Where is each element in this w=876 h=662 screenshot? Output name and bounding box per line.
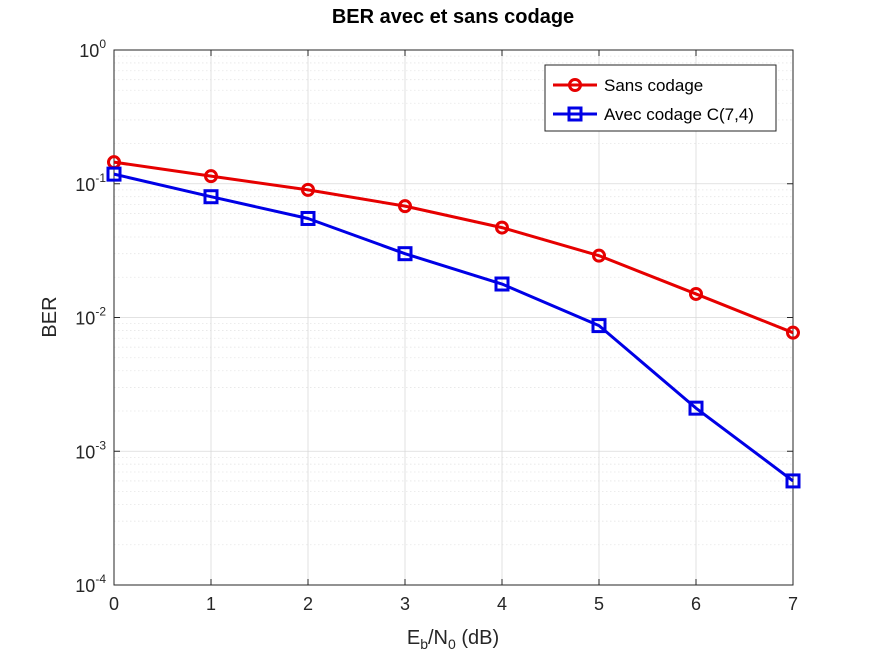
series-line bbox=[113, 172, 794, 483]
y-tick-label: 10-4 bbox=[75, 572, 106, 596]
y-tick-label-base: 10 bbox=[75, 175, 95, 195]
chart-title: BER avec et sans codage bbox=[332, 6, 574, 28]
legend-label-sans-codage: Sans codage bbox=[604, 76, 703, 95]
x-tick-label: 4 bbox=[497, 594, 507, 614]
x-tick-label: 6 bbox=[691, 594, 701, 614]
y-tick-label: 10-1 bbox=[75, 171, 106, 195]
x-tick-label: 1 bbox=[206, 594, 216, 614]
series-avec-codage bbox=[106, 166, 801, 489]
y-tick-label-exponent: -4 bbox=[95, 572, 106, 586]
y-tick-label-exponent: -1 bbox=[95, 171, 106, 185]
legend: Sans codage Avec codage C(7,4) bbox=[544, 64, 777, 132]
series-line bbox=[113, 160, 794, 335]
data-point-square bbox=[591, 318, 607, 334]
x-tick-label: 5 bbox=[594, 594, 604, 614]
x-axis-label-mid: /N bbox=[428, 627, 448, 649]
x-tick-label: 2 bbox=[303, 594, 313, 614]
x-axis-label-base: E bbox=[407, 627, 420, 649]
y-tick-label: 100 bbox=[79, 37, 106, 61]
x-axis-label-sub-0: 0 bbox=[448, 636, 456, 652]
y-axis-label: BER bbox=[39, 296, 61, 337]
data-point-circle bbox=[786, 325, 800, 340]
y-tick-label: 10-3 bbox=[75, 438, 106, 462]
data-point-square bbox=[785, 473, 801, 489]
grid bbox=[113, 49, 794, 586]
legend-box bbox=[544, 64, 777, 132]
y-tick-label-exponent: -2 bbox=[95, 305, 106, 319]
data-point-square bbox=[203, 189, 219, 205]
y-tick-label-base: 10 bbox=[75, 309, 95, 329]
data-point-circle bbox=[495, 220, 509, 235]
data-point-square bbox=[397, 246, 413, 262]
y-tick-label-base: 10 bbox=[75, 442, 95, 462]
series-sans-codage bbox=[107, 155, 800, 340]
x-tick-label: 3 bbox=[400, 594, 410, 614]
x-tick-label: 7 bbox=[788, 594, 798, 614]
data-point-square bbox=[494, 276, 510, 292]
x-axis-label-tail: (dB) bbox=[456, 627, 499, 649]
data-point-circle bbox=[398, 199, 412, 214]
legend-entry-sans-codage: Sans codage bbox=[553, 76, 703, 95]
data-point-circle bbox=[592, 248, 606, 263]
data-point-square bbox=[106, 166, 122, 182]
data-point-circle bbox=[301, 182, 315, 197]
legend-entry-avec-codage: Avec codage C(7,4) bbox=[553, 105, 754, 124]
data-point-square bbox=[688, 400, 704, 416]
legend-label-avec-codage: Avec codage C(7,4) bbox=[604, 105, 754, 124]
legend-marker-square bbox=[567, 106, 583, 122]
legend-marker-circle bbox=[568, 78, 582, 92]
y-tick-label-exponent: -3 bbox=[95, 438, 106, 452]
data-point-circle bbox=[204, 169, 218, 184]
data-point-circle bbox=[689, 286, 703, 301]
series-layer bbox=[106, 155, 801, 489]
x-axis-label-sub-b: b bbox=[420, 636, 428, 652]
y-tick-label-exponent: 0 bbox=[99, 37, 106, 51]
y-tick-label: 10-2 bbox=[75, 305, 106, 329]
data-point-square bbox=[300, 210, 316, 226]
x-tick-label: 0 bbox=[109, 594, 119, 614]
y-tick-label-base: 10 bbox=[75, 576, 95, 596]
y-tick-label-base: 10 bbox=[79, 41, 99, 61]
x-axis-label: Eb/N0 (dB) bbox=[407, 627, 499, 652]
